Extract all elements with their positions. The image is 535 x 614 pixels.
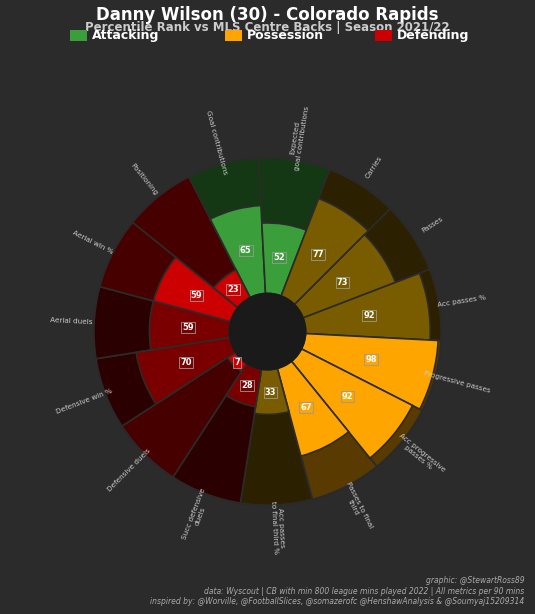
Wedge shape [227, 352, 247, 371]
Wedge shape [292, 349, 422, 467]
Text: Percentile Rank vs MLS Centre Backs | Season 2021/22: Percentile Rank vs MLS Centre Backs | Se… [85, 21, 450, 34]
Text: Possession: Possession [247, 29, 324, 42]
Text: 70: 70 [180, 359, 192, 367]
Text: 59: 59 [182, 323, 194, 332]
Text: 7: 7 [234, 357, 240, 367]
Text: 92: 92 [342, 392, 353, 401]
Text: 92: 92 [363, 311, 375, 320]
Text: Goal contributions: Goal contributions [205, 109, 228, 175]
Wedge shape [303, 273, 430, 340]
Text: 67: 67 [301, 403, 312, 412]
Text: Defending: Defending [397, 29, 469, 42]
Text: 33: 33 [265, 389, 277, 397]
Text: 28: 28 [241, 381, 253, 390]
Text: Acc passes
to final third %: Acc passes to final third % [270, 500, 286, 554]
Text: 77: 77 [312, 249, 324, 258]
Wedge shape [189, 158, 265, 298]
Wedge shape [133, 177, 250, 308]
Wedge shape [173, 363, 262, 503]
Wedge shape [292, 349, 412, 458]
Wedge shape [277, 361, 377, 499]
Wedge shape [96, 338, 235, 426]
Wedge shape [277, 361, 349, 456]
Wedge shape [258, 158, 330, 296]
Text: Aerial win %: Aerial win % [72, 230, 114, 255]
Wedge shape [94, 287, 231, 359]
Wedge shape [210, 206, 265, 298]
Wedge shape [136, 338, 235, 404]
Text: Aerial duels: Aerial duels [50, 317, 93, 325]
Wedge shape [255, 368, 289, 414]
Circle shape [230, 293, 305, 370]
Wedge shape [226, 363, 262, 406]
Text: 65: 65 [240, 246, 251, 255]
Wedge shape [100, 222, 238, 322]
Text: Carries: Carries [365, 155, 384, 179]
Circle shape [94, 158, 441, 505]
Text: Progressive passes: Progressive passes [423, 370, 491, 394]
Wedge shape [281, 169, 390, 305]
Text: Danny Wilson (30) - Colorado Rapids: Danny Wilson (30) - Colorado Rapids [96, 6, 439, 24]
Text: inspired by: @Worville, @FootballSlices, @somazerofc @HenshawAnalysis & @Soumyaj: inspired by: @Worville, @FootballSlices,… [150, 597, 524, 606]
Wedge shape [302, 333, 441, 410]
Text: Defensive duels: Defensive duels [106, 448, 151, 493]
Text: Passes: Passes [421, 216, 444, 234]
Wedge shape [154, 257, 238, 322]
Text: Attacking: Attacking [92, 29, 159, 42]
Text: 98: 98 [365, 355, 377, 364]
Wedge shape [262, 223, 307, 296]
Text: data: Wyscout | CB with min 800 league mins played 2022 | All metrics per 90 min: data: Wyscout | CB with min 800 league m… [204, 586, 524, 596]
Text: Acc passes %: Acc passes % [437, 294, 486, 308]
Wedge shape [294, 209, 430, 318]
Text: Defensive win %: Defensive win % [55, 388, 113, 416]
Text: Acc progressive
passes %: Acc progressive passes % [394, 432, 446, 478]
Text: Succ defensive
duels: Succ defensive duels [181, 487, 213, 543]
Wedge shape [281, 198, 368, 305]
Text: 73: 73 [337, 278, 348, 287]
Text: Positioning: Positioning [129, 162, 159, 196]
Text: 23: 23 [227, 285, 239, 293]
Wedge shape [122, 352, 247, 477]
Text: graphic: @StewartRoss89: graphic: @StewartRoss89 [426, 576, 524, 585]
Text: 52: 52 [273, 253, 285, 262]
Text: Expected
goal contributions: Expected goal contributions [287, 104, 310, 171]
Wedge shape [240, 368, 312, 505]
Wedge shape [213, 270, 250, 308]
Wedge shape [294, 235, 395, 318]
Text: Passes to final
third: Passes to final third [339, 481, 374, 532]
Text: 59: 59 [190, 291, 202, 300]
Wedge shape [302, 333, 438, 409]
Wedge shape [303, 270, 441, 341]
Wedge shape [149, 301, 231, 350]
